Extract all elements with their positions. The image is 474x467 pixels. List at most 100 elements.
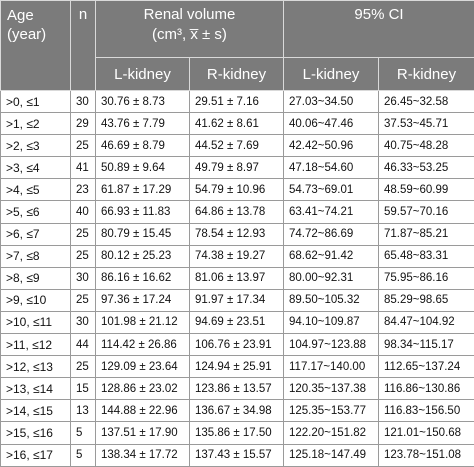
volume-l-kidney-cell: 129.09 ± 23.64	[96, 356, 190, 378]
age-header-line1: Age	[7, 6, 70, 25]
ci-l-kidney-cell: 117.17~140.00	[284, 356, 379, 378]
ci-l-kidney-cell: 80.00~92.31	[284, 267, 379, 289]
ci-r-kidney-cell: 75.95~86.16	[379, 267, 474, 289]
ci-r-kidney-cell: 85.29~98.65	[379, 289, 474, 311]
volume-r-kidney-cell: 78.54 ± 12.93	[190, 223, 284, 245]
n-cell: 25	[71, 223, 96, 245]
volume-l-kidney-cell: 144.88 ± 22.96	[96, 400, 190, 422]
n-cell: 44	[71, 334, 96, 356]
ci-r-kidney-cell: 112.65~137.24	[379, 356, 474, 378]
volume-l-kidney-cell: 30.76 ± 8.73	[96, 91, 190, 113]
age-cell: >14, ≤15	[1, 400, 71, 422]
volume-l-kidney-cell: 128.86 ± 23.02	[96, 378, 190, 400]
age-header-line2: (year)	[7, 25, 70, 44]
ci-l-kidney-cell: 120.35~137.38	[284, 378, 379, 400]
ci-l-kidney-cell: 40.06~47.46	[284, 113, 379, 135]
ci-r-kidney-cell: 26.45~32.58	[379, 91, 474, 113]
volume-r-kidney-cell: 124.94 ± 25.91	[190, 356, 284, 378]
volume-l-kidney-cell: 97.36 ± 17.24	[96, 289, 190, 311]
volume-l-kidney-cell: 138.34 ± 17.72	[96, 444, 190, 466]
age-cell: >0, ≤1	[1, 91, 71, 113]
age-cell: >15, ≤16	[1, 422, 71, 444]
volume-r-kidney-header: R-kidney	[190, 58, 284, 91]
n-cell: 41	[71, 157, 96, 179]
volume-l-kidney-cell: 43.76 ± 7.79	[96, 113, 190, 135]
volume-r-kidney-cell: 106.76 ± 23.91	[190, 334, 284, 356]
n-cell: 30	[71, 267, 96, 289]
n-cell: 30	[71, 91, 96, 113]
n-cell: 23	[71, 179, 96, 201]
ci-r-kidney-cell: 98.34~115.17	[379, 334, 474, 356]
volume-r-kidney-cell: 29.51 ± 7.16	[190, 91, 284, 113]
ci-r-kidney-cell: 71.87~85.21	[379, 223, 474, 245]
volume-r-kidney-cell: 49.79 ± 8.97	[190, 157, 284, 179]
volume-r-kidney-cell: 136.67 ± 34.98	[190, 400, 284, 422]
n-cell: 40	[71, 201, 96, 223]
ci-r-kidney-header: R-kidney	[379, 58, 474, 91]
ci-l-kidney-cell: 42.42~50.96	[284, 135, 379, 157]
ci-r-kidney-cell: 46.33~53.25	[379, 157, 474, 179]
ci-l-kidney-cell: 125.18~147.49	[284, 444, 379, 466]
volume-r-kidney-cell: 54.79 ± 10.96	[190, 179, 284, 201]
volume-l-kidney-cell: 137.51 ± 17.90	[96, 422, 190, 444]
ci-l-kidney-cell: 27.03~34.50	[284, 91, 379, 113]
renal-volume-header: Renal volume (cm³, x̅ ± s)	[96, 1, 284, 58]
volume-r-kidney-cell: 94.69 ± 23.51	[190, 311, 284, 333]
volume-l-kidney-cell: 101.98 ± 21.12	[96, 311, 190, 333]
volume-l-kidney-cell: 80.12 ± 25.23	[96, 245, 190, 267]
n-cell: 29	[71, 113, 96, 135]
ci-r-kidney-cell: 121.01~150.68	[379, 422, 474, 444]
volume-r-kidney-cell: 135.86 ± 17.50	[190, 422, 284, 444]
n-cell: 5	[71, 444, 96, 466]
ci-r-kidney-cell: 116.83~156.50	[379, 400, 474, 422]
ci-l-kidney-header: L-kidney	[284, 58, 379, 91]
age-cell: >7, ≤8	[1, 245, 71, 267]
age-cell: >5, ≤6	[1, 201, 71, 223]
ci-l-kidney-cell: 89.50~105.32	[284, 289, 379, 311]
n-cell: 15	[71, 378, 96, 400]
n-cell: 5	[71, 422, 96, 444]
volume-l-kidney-cell: 50.89 ± 9.64	[96, 157, 190, 179]
volume-r-kidney-cell: 123.86 ± 13.57	[190, 378, 284, 400]
age-cell: >10, ≤11	[1, 311, 71, 333]
age-cell: >3, ≤4	[1, 157, 71, 179]
volume-r-kidney-cell: 41.62 ± 8.61	[190, 113, 284, 135]
ci-r-kidney-cell: 37.53~45.71	[379, 113, 474, 135]
volume-r-kidney-cell: 91.97 ± 17.34	[190, 289, 284, 311]
ci-l-kidney-cell: 122.20~151.82	[284, 422, 379, 444]
ci-r-kidney-cell: 40.75~48.28	[379, 135, 474, 157]
volume-r-kidney-cell: 64.86 ± 13.78	[190, 201, 284, 223]
n-cell: 25	[71, 135, 96, 157]
volume-l-kidney-cell: 80.79 ± 15.45	[96, 223, 190, 245]
ci-r-kidney-cell: 65.48~83.31	[379, 245, 474, 267]
volume-r-kidney-cell: 74.38 ± 19.27	[190, 245, 284, 267]
volume-l-kidney-cell: 66.93 ± 11.83	[96, 201, 190, 223]
age-cell: >12, ≤13	[1, 356, 71, 378]
age-cell: >2, ≤3	[1, 135, 71, 157]
n-cell: 30	[71, 311, 96, 333]
age-cell: >9, ≤10	[1, 289, 71, 311]
ci-l-kidney-cell: 54.73~69.01	[284, 179, 379, 201]
volume-l-kidney-cell: 114.42 ± 26.86	[96, 334, 190, 356]
n-cell: 25	[71, 289, 96, 311]
ci-header: 95% CI	[284, 1, 474, 58]
age-header: Age (year)	[1, 1, 71, 91]
ci-l-kidney-cell: 104.97~123.88	[284, 334, 379, 356]
ci-l-kidney-cell: 63.41~74.21	[284, 201, 379, 223]
n-cell: 25	[71, 356, 96, 378]
